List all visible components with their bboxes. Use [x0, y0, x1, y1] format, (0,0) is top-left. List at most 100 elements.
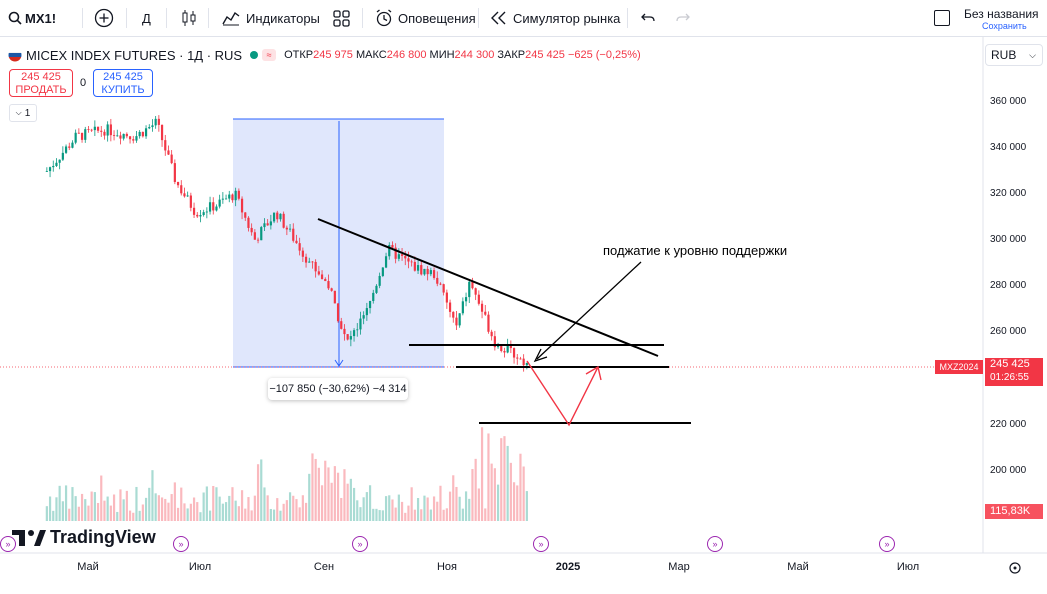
layout-checkbox[interactable] — [934, 0, 950, 36]
templates-button[interactable] — [333, 0, 350, 36]
candle-body — [413, 261, 416, 271]
legend-title[interactable]: MICEX INDEX FUTURES · 1Д · RUS — [26, 47, 243, 63]
price-axis-label: 220 000 — [990, 419, 1027, 430]
currency-select[interactable]: RUB ⌵ — [985, 44, 1043, 66]
volume-bar — [503, 436, 506, 521]
volume-bar — [272, 509, 276, 521]
low-value: 244 300 — [454, 49, 495, 61]
low-label: МИН — [429, 49, 455, 61]
candle-body — [218, 199, 221, 207]
trendline-resistance[interactable] — [317, 218, 659, 357]
volume-bar — [237, 506, 240, 521]
volume-bar — [308, 473, 311, 521]
volume-bar — [234, 500, 237, 521]
layout-name[interactable]: Без названия — [964, 7, 1039, 21]
buy-button[interactable]: 245 425 КУПИТЬ — [93, 69, 153, 97]
volume-bar — [128, 510, 132, 521]
close-value: 245 425 — [525, 49, 565, 61]
replay-button[interactable]: Симулятор рынка — [491, 0, 620, 36]
candle-body — [90, 129, 93, 131]
candle-body — [231, 194, 234, 201]
candle-body — [439, 283, 442, 285]
divider — [208, 8, 209, 28]
candle-body — [247, 217, 250, 228]
plus-circle-icon — [94, 8, 114, 28]
divider — [126, 8, 127, 28]
time-axis-label: Июл — [896, 561, 920, 573]
candle-body — [61, 152, 64, 160]
symbol-search[interactable]: MX1! — [8, 0, 56, 36]
volume-bar — [365, 492, 368, 521]
indicators-button[interactable]: Индикаторы — [222, 0, 320, 36]
replay-marker-icon[interactable]: » — [173, 536, 189, 552]
volume-bar — [160, 497, 164, 521]
candle-body — [426, 268, 429, 275]
alerts-button[interactable]: Оповещения — [375, 0, 476, 36]
candle-body — [404, 255, 407, 259]
candle-body — [100, 130, 103, 132]
candle-body — [80, 132, 84, 140]
redo-button[interactable] — [675, 0, 691, 36]
candle-body — [272, 212, 276, 222]
price-axis-label: 280 000 — [990, 280, 1027, 291]
sell-button[interactable]: 245 425 ПРОДАТЬ — [9, 69, 73, 97]
candle-body — [164, 140, 167, 151]
volume-bar — [285, 500, 288, 521]
undo-button[interactable] — [640, 0, 656, 36]
volume-bar — [135, 486, 138, 521]
annotation-text[interactable]: поджатие к уровню поддержки — [603, 243, 788, 258]
candle-body — [119, 135, 122, 139]
candle-body — [359, 318, 362, 330]
replay-marker-icon[interactable]: » — [879, 536, 895, 552]
candle-body — [224, 198, 228, 200]
volume-bar — [490, 463, 493, 521]
volume-bar — [276, 498, 279, 521]
volume-bar — [218, 496, 221, 521]
volume-bar — [346, 483, 349, 521]
volume-bar — [413, 509, 416, 521]
tradingview-logo[interactable]: TradingView — [12, 527, 156, 548]
price-axis-label: 360 000 — [990, 96, 1027, 107]
candle-body — [125, 133, 128, 137]
indicators-icon — [222, 11, 240, 26]
volume-bar — [52, 510, 55, 521]
add-symbol-button[interactable] — [94, 0, 114, 36]
replay-marker-icon[interactable]: » — [0, 536, 16, 552]
volume-bar — [208, 510, 212, 521]
annotation-arrow[interactable] — [536, 261, 642, 360]
replay-marker-icon[interactable]: » — [707, 536, 723, 552]
candle-body — [221, 198, 224, 200]
volume-tag: 115,83K — [985, 504, 1043, 519]
candle-body — [106, 124, 109, 136]
volume-bar — [45, 506, 48, 521]
candle-body — [436, 277, 439, 284]
candle-body — [176, 181, 180, 186]
market-status-icon[interactable] — [250, 51, 259, 59]
candle-body — [160, 124, 164, 141]
gear-icon[interactable] — [1009, 562, 1021, 574]
volume-bar — [87, 505, 90, 521]
volume-bar — [512, 482, 516, 521]
volume-bar — [167, 502, 170, 521]
candle-body — [356, 329, 359, 331]
candle-body — [308, 261, 311, 263]
volume-bar — [192, 497, 196, 521]
candle-body — [490, 331, 493, 337]
save-link[interactable]: Сохранить — [982, 21, 1027, 31]
forecast-path[interactable] — [526, 360, 599, 427]
logo-text: TradingView — [50, 527, 156, 547]
volume-bar — [349, 478, 352, 521]
volume-bar — [202, 492, 205, 521]
price-chart[interactable] — [0, 37, 1047, 594]
candle-body — [68, 146, 71, 148]
indicators-toggle[interactable]: ⌵ 1 — [9, 104, 37, 122]
replay-marker-icon[interactable]: » — [533, 536, 549, 552]
volume-bar — [55, 497, 58, 521]
candle-body — [455, 317, 458, 326]
chart-type-button[interactable] — [181, 0, 197, 36]
replay-marker-icon[interactable]: » — [352, 536, 368, 552]
russia-flag-icon — [8, 48, 22, 62]
eye-icon[interactable]: ≈ — [262, 49, 277, 61]
volume-bar — [352, 487, 356, 521]
interval-button[interactable]: Д — [142, 10, 151, 26]
